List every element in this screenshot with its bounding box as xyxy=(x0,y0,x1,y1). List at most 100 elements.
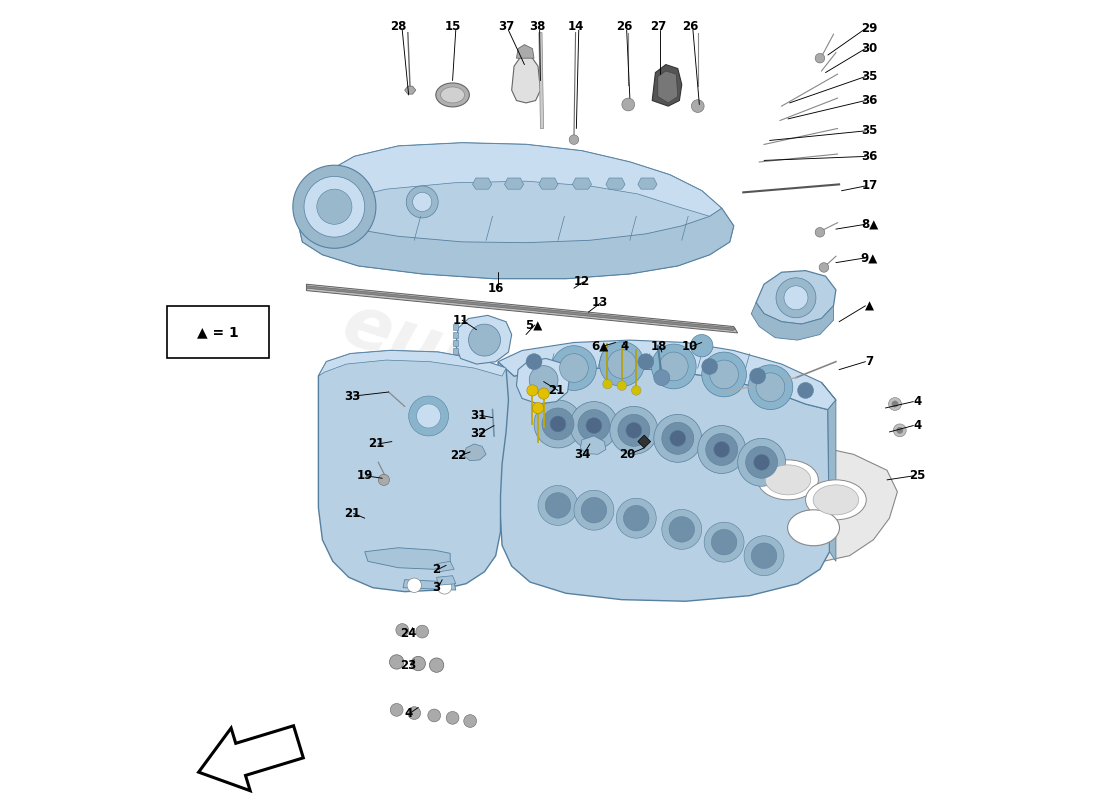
Circle shape xyxy=(447,711,459,724)
Circle shape xyxy=(756,373,784,402)
Circle shape xyxy=(396,624,408,636)
Polygon shape xyxy=(464,444,486,461)
Polygon shape xyxy=(756,270,836,324)
Circle shape xyxy=(815,54,825,63)
Text: 11: 11 xyxy=(452,314,469,326)
Circle shape xyxy=(638,354,653,370)
Circle shape xyxy=(751,543,777,569)
Circle shape xyxy=(538,486,578,526)
Polygon shape xyxy=(505,178,524,189)
Text: 6▲: 6▲ xyxy=(592,340,609,353)
Text: 26: 26 xyxy=(616,20,632,33)
Text: 8▲: 8▲ xyxy=(861,218,878,231)
Polygon shape xyxy=(498,362,829,602)
Text: 13: 13 xyxy=(592,296,607,309)
Circle shape xyxy=(889,398,901,410)
Text: 21: 21 xyxy=(368,438,385,450)
Ellipse shape xyxy=(805,480,866,520)
Circle shape xyxy=(551,346,596,390)
Circle shape xyxy=(670,430,685,446)
Text: 31: 31 xyxy=(470,409,486,422)
Circle shape xyxy=(574,490,614,530)
Circle shape xyxy=(820,262,828,272)
Text: 37: 37 xyxy=(498,20,514,33)
Text: 25: 25 xyxy=(910,470,925,482)
Circle shape xyxy=(417,404,441,428)
Text: 19: 19 xyxy=(356,470,373,482)
Circle shape xyxy=(609,406,658,454)
Circle shape xyxy=(896,427,903,434)
Circle shape xyxy=(408,396,449,436)
Circle shape xyxy=(546,493,571,518)
Text: europarts: europarts xyxy=(333,290,735,478)
Circle shape xyxy=(892,401,899,407)
Polygon shape xyxy=(452,348,459,354)
Polygon shape xyxy=(365,548,450,570)
Circle shape xyxy=(815,227,825,237)
Circle shape xyxy=(704,522,744,562)
Text: 29: 29 xyxy=(861,22,878,35)
Circle shape xyxy=(702,358,717,374)
Polygon shape xyxy=(638,178,657,189)
Text: 35: 35 xyxy=(861,70,878,83)
Polygon shape xyxy=(606,178,625,189)
Polygon shape xyxy=(318,350,508,592)
Polygon shape xyxy=(539,33,543,129)
Circle shape xyxy=(662,510,702,550)
Text: 17: 17 xyxy=(861,179,878,193)
Circle shape xyxy=(702,352,747,397)
Circle shape xyxy=(607,350,636,378)
Text: 21: 21 xyxy=(548,384,564,397)
Ellipse shape xyxy=(436,83,470,107)
Circle shape xyxy=(710,360,738,389)
Circle shape xyxy=(712,530,737,555)
Circle shape xyxy=(407,578,421,593)
FancyBboxPatch shape xyxy=(167,306,268,358)
Text: 20: 20 xyxy=(619,448,636,461)
Circle shape xyxy=(631,386,641,395)
Circle shape xyxy=(411,656,426,670)
Text: 36: 36 xyxy=(861,94,878,107)
Circle shape xyxy=(534,400,582,448)
Circle shape xyxy=(692,100,704,113)
Polygon shape xyxy=(512,55,540,103)
Circle shape xyxy=(570,402,618,450)
Ellipse shape xyxy=(813,485,859,515)
Text: 21: 21 xyxy=(344,507,360,520)
Polygon shape xyxy=(710,442,898,564)
Circle shape xyxy=(624,506,649,531)
Polygon shape xyxy=(638,435,650,448)
Circle shape xyxy=(429,658,443,672)
Text: 32: 32 xyxy=(470,427,486,440)
Circle shape xyxy=(532,402,543,414)
Text: 15: 15 xyxy=(444,20,461,33)
Text: 9▲: 9▲ xyxy=(861,251,878,264)
Polygon shape xyxy=(307,286,735,330)
Polygon shape xyxy=(452,324,459,330)
FancyArrow shape xyxy=(199,726,304,790)
Polygon shape xyxy=(298,143,734,278)
Polygon shape xyxy=(452,332,459,338)
Circle shape xyxy=(714,442,729,458)
Circle shape xyxy=(438,580,452,594)
Text: 30: 30 xyxy=(861,42,878,55)
Circle shape xyxy=(529,366,558,394)
Polygon shape xyxy=(473,178,492,189)
Circle shape xyxy=(893,424,906,437)
Circle shape xyxy=(616,498,657,538)
Text: ▲: ▲ xyxy=(865,299,873,312)
Circle shape xyxy=(469,324,500,356)
Circle shape xyxy=(746,446,778,478)
Circle shape xyxy=(603,379,613,389)
Circle shape xyxy=(428,709,441,722)
Text: 5▲: 5▲ xyxy=(525,318,542,331)
Circle shape xyxy=(750,368,766,384)
Text: 23: 23 xyxy=(400,658,417,672)
Circle shape xyxy=(538,388,549,399)
Polygon shape xyxy=(310,143,722,216)
Text: 4: 4 xyxy=(620,340,628,353)
Circle shape xyxy=(617,381,627,390)
Circle shape xyxy=(784,286,808,310)
Polygon shape xyxy=(452,340,459,346)
Ellipse shape xyxy=(788,510,839,546)
